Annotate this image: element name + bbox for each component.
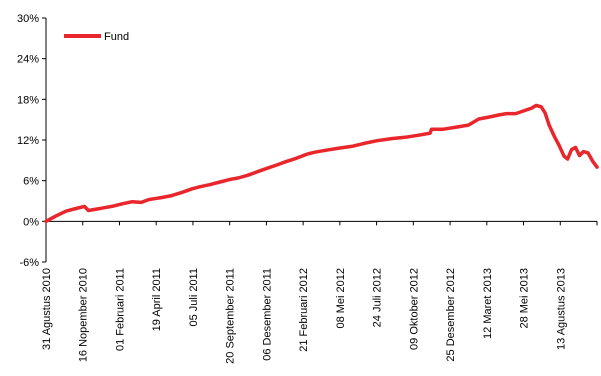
x-tick-label: 31 Agustus 2010 xyxy=(41,268,53,350)
x-tick-label: 20 September 2011 xyxy=(225,268,237,364)
x-axis: 31 Agustus 2010 16 Nopember 2010 01 Februa… xyxy=(41,220,598,364)
x-tick-label: 06 Desember 2011 xyxy=(261,268,273,361)
y-tick-label: 0% xyxy=(23,216,39,228)
x-tick-label: 09 Oktober 2012 xyxy=(408,268,420,350)
x-tick-label: 25 Desember 2012 xyxy=(445,268,457,362)
y-axis: 30% 24% 18% 12% 6% 0% -6% xyxy=(17,13,47,269)
x-tick-label: 05 Juli 2011 xyxy=(188,268,200,327)
y-tick-label: 12% xyxy=(17,135,39,147)
x-tick-label: 28 Mei 2013 xyxy=(519,268,531,329)
x-tick-label: 19 April 2011 xyxy=(151,268,163,331)
x-tick-label: 08 Mei 2012 xyxy=(335,268,347,329)
y-tick-label: 30% xyxy=(17,13,39,25)
x-tick-label: 12 Maret 2013 xyxy=(482,268,494,339)
y-tick-label: 6% xyxy=(23,176,39,188)
x-tick-label: 21 Februari 2012 xyxy=(298,268,310,352)
legend-label-fund: Fund xyxy=(104,31,129,43)
series-line-fund xyxy=(44,103,599,224)
x-tick-label: 16 Nopember 2010 xyxy=(78,268,90,362)
x-tick-label: 01 Februari 2011 xyxy=(114,268,126,351)
x-tick-label: 13 Agustus 2013 xyxy=(555,268,567,350)
y-tick-label: 24% xyxy=(17,54,39,66)
y-tick-label: -6% xyxy=(19,257,39,269)
y-tick-label: 18% xyxy=(17,94,39,106)
plot-area xyxy=(44,103,599,224)
legend: Fund xyxy=(64,31,129,43)
x-tick-label: 24 Juli 2012 xyxy=(372,268,384,327)
